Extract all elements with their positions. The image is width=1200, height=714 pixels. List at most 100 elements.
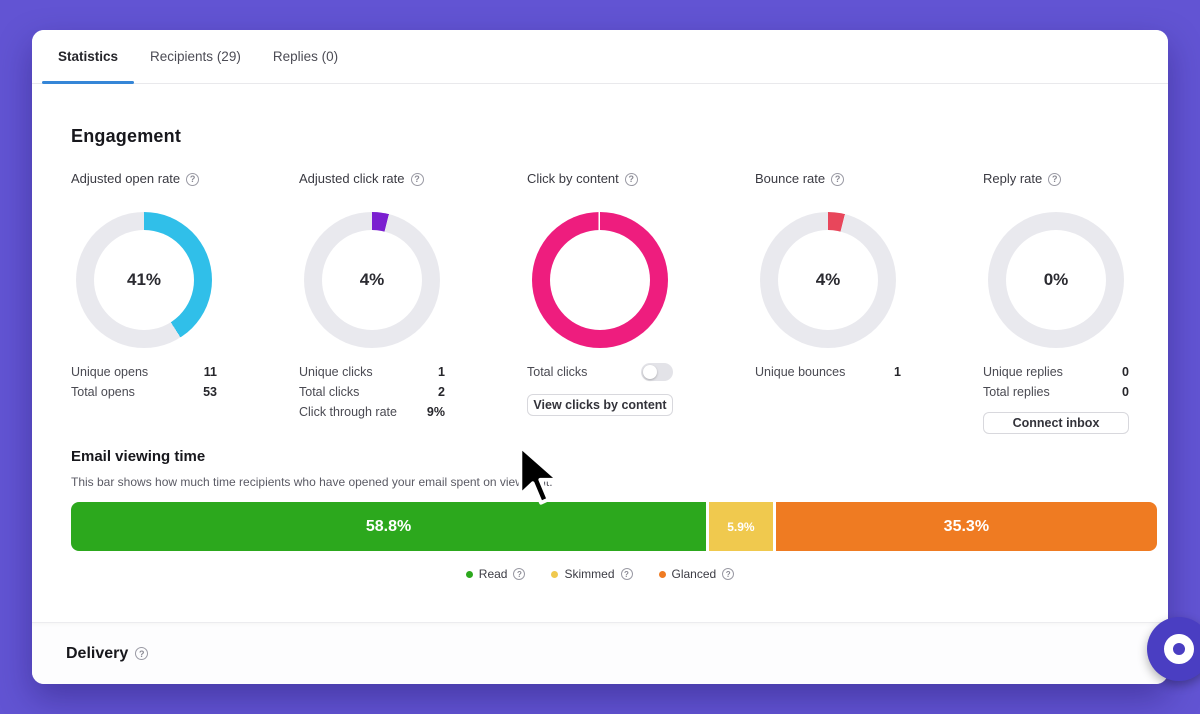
donut-chart-bounce-rate: 4%: [760, 212, 896, 348]
help-icon[interactable]: ?: [513, 568, 526, 580]
stat-row-total-replies: Total replies 0: [983, 382, 1129, 402]
engagement-title: Engagement: [71, 126, 182, 146]
metric-bounce-rate: Bounce rate? 4% Unique bounces 1: [755, 171, 901, 434]
metric-title-reply-rate: Reply rate?: [983, 171, 1129, 187]
delivery-section: Delivery ?: [32, 622, 1168, 684]
metric-stats: Unique opens 11 Total opens 53: [71, 362, 217, 402]
stat-value: 1: [438, 365, 445, 379]
view-clicks-by-content-button[interactable]: View clicks by content: [527, 394, 673, 416]
bar-segment-read: 58.8%: [71, 502, 707, 551]
viewing-time-legend: Read? Skimmed? Glanced?: [71, 566, 1129, 582]
donut-hole: 41%: [94, 230, 194, 330]
help-icon[interactable]: ?: [722, 568, 735, 580]
tab-label: Replies (0): [272, 49, 339, 64]
stat-row-total-opens: Total opens 53: [71, 382, 217, 402]
legend-label: Skimmed: [564, 567, 615, 581]
donut-chart-click-by-content: [532, 212, 668, 348]
viewing-time-title: Email viewing time: [71, 448, 206, 465]
metric-stats: Unique clicks 1 Total clicks 2 Click through…: [299, 362, 445, 422]
viewing-time-bar: 58.8% 5.9% 35.3%: [71, 502, 1157, 551]
stat-row-unique-bounces: Unique bounces 1: [755, 362, 901, 382]
total-clicks-toggle[interactable]: [641, 363, 673, 381]
donut-hole: [550, 230, 650, 330]
tab-label: Recipients (29): [150, 49, 241, 64]
donut-chart-adjusted-open-rate: 41%: [76, 212, 212, 348]
connect-inbox-button[interactable]: Connect inbox: [983, 412, 1129, 434]
bar-segment-value: 58.8%: [365, 517, 412, 535]
stat-row-click-through-rate: Click through rate 9%: [299, 402, 445, 422]
stat-value: 9%: [426, 405, 445, 419]
donut-value-label: 4%: [815, 270, 841, 289]
stat-label: Total clicks: [299, 385, 360, 399]
tab-replies-0[interactable]: Replies (0): [257, 30, 354, 83]
donut-chart-adjusted-click-rate: 4%: [304, 212, 440, 348]
help-icon[interactable]: ?: [831, 172, 845, 186]
stat-value: 53: [203, 385, 217, 399]
statistics-panel: Statistics Recipients (29) Replies (0) Eng…: [32, 30, 1168, 684]
stat-label: Total replies: [983, 385, 1050, 399]
donut-value-label: 0%: [1043, 270, 1069, 289]
metric-adjusted-open-rate: Adjusted open rate? 41% Unique opens 11 Tota…: [71, 171, 217, 434]
metric-title-label: Click by content: [527, 171, 619, 186]
engagement-section: Engagement Adjusted open rate? 41% Unique …: [32, 84, 1168, 622]
metric-title-bounce-rate: Bounce rate?: [755, 171, 901, 187]
metric-stats: Unique bounces 1: [755, 362, 901, 382]
tab-recipients-29[interactable]: Recipients (29): [134, 30, 257, 83]
donut-hole: 0%: [1006, 230, 1106, 330]
toggle-knob: [643, 365, 657, 379]
stat-value: 0: [1122, 385, 1129, 399]
stat-value: 11: [203, 365, 217, 379]
tab-statistics[interactable]: Statistics: [42, 30, 135, 84]
metric-title-click-by-content: Click by content?: [527, 171, 673, 187]
metric-title-adjusted-open-rate: Adjusted open rate?: [71, 171, 217, 187]
donut-value-label: 41%: [126, 270, 162, 289]
stat-row-unique-opens: Unique opens 11: [71, 362, 217, 382]
help-icon[interactable]: ?: [624, 172, 638, 186]
stat-value: 1: [894, 365, 901, 379]
legend-item-glanced: Glanced?: [658, 567, 735, 581]
metric-title-label: Adjusted click rate: [299, 171, 405, 186]
help-icon[interactable]: ?: [135, 647, 149, 660]
metric-title-label: Reply rate: [983, 171, 1043, 186]
stat-row-total-clicks: Total clicks 2: [299, 382, 445, 402]
viewing-time-section: Email viewing time This bar shows how mu…: [71, 448, 1157, 582]
legend-label: Read: [478, 567, 508, 581]
legend-item-skimmed: Skimmed?: [551, 567, 633, 581]
metric-stats: Unique replies 0 Total replies 0: [983, 362, 1129, 402]
stat-value: 0: [1122, 365, 1129, 379]
legend-dot-glanced: [658, 570, 666, 578]
legend-dot-skimmed: [551, 570, 559, 578]
stat-label: Total opens: [71, 385, 135, 399]
help-icon[interactable]: ?: [410, 172, 424, 186]
legend-item-read: Read?: [465, 567, 526, 581]
metrics-grid: Adjusted open rate? 41% Unique opens 11 Tota…: [71, 171, 1129, 434]
donut-hole: 4%: [778, 230, 878, 330]
bar-segment-glanced: 35.3%: [775, 502, 1157, 551]
metric-click-by-content: Click by content? Total clicks View clicks…: [527, 171, 673, 434]
chat-fab-button[interactable]: [1147, 617, 1200, 681]
help-icon[interactable]: ?: [1048, 172, 1062, 186]
stat-value: 2: [438, 385, 445, 399]
help-icon[interactable]: ?: [620, 568, 633, 580]
toggle-row-total-clicks: Total clicks: [527, 362, 673, 382]
toggle-label: Total clicks: [527, 365, 588, 379]
metric-title-label: Adjusted open rate: [71, 171, 181, 186]
stat-label: Unique opens: [71, 365, 149, 379]
help-icon[interactable]: ?: [186, 172, 200, 186]
donut-value-label: 4%: [359, 270, 385, 289]
bar-segment-skimmed: 5.9%: [709, 502, 773, 551]
stat-label: Unique replies: [983, 365, 1063, 379]
stat-row-unique-clicks: Unique clicks 1: [299, 362, 445, 382]
delivery-title: Delivery: [66, 644, 129, 662]
metric-stats: Total clicks: [527, 362, 673, 382]
bar-segment-value: 5.9%: [727, 519, 755, 534]
logo-icon: [1164, 634, 1194, 664]
metric-reply-rate: Reply rate? 0% Unique replies 0 Total replie…: [983, 171, 1129, 434]
tab-label: Statistics: [58, 49, 119, 64]
metric-title-adjusted-click-rate: Adjusted click rate?: [299, 171, 445, 187]
tab-bar: Statistics Recipients (29) Replies (0): [32, 30, 1168, 84]
donut-chart-reply-rate: 0%: [988, 212, 1124, 348]
metric-title-label: Bounce rate: [755, 171, 826, 186]
bar-segment-value: 35.3%: [943, 517, 990, 535]
metric-adjusted-click-rate: Adjusted click rate? 4% Unique clicks 1 Tota…: [299, 171, 445, 434]
